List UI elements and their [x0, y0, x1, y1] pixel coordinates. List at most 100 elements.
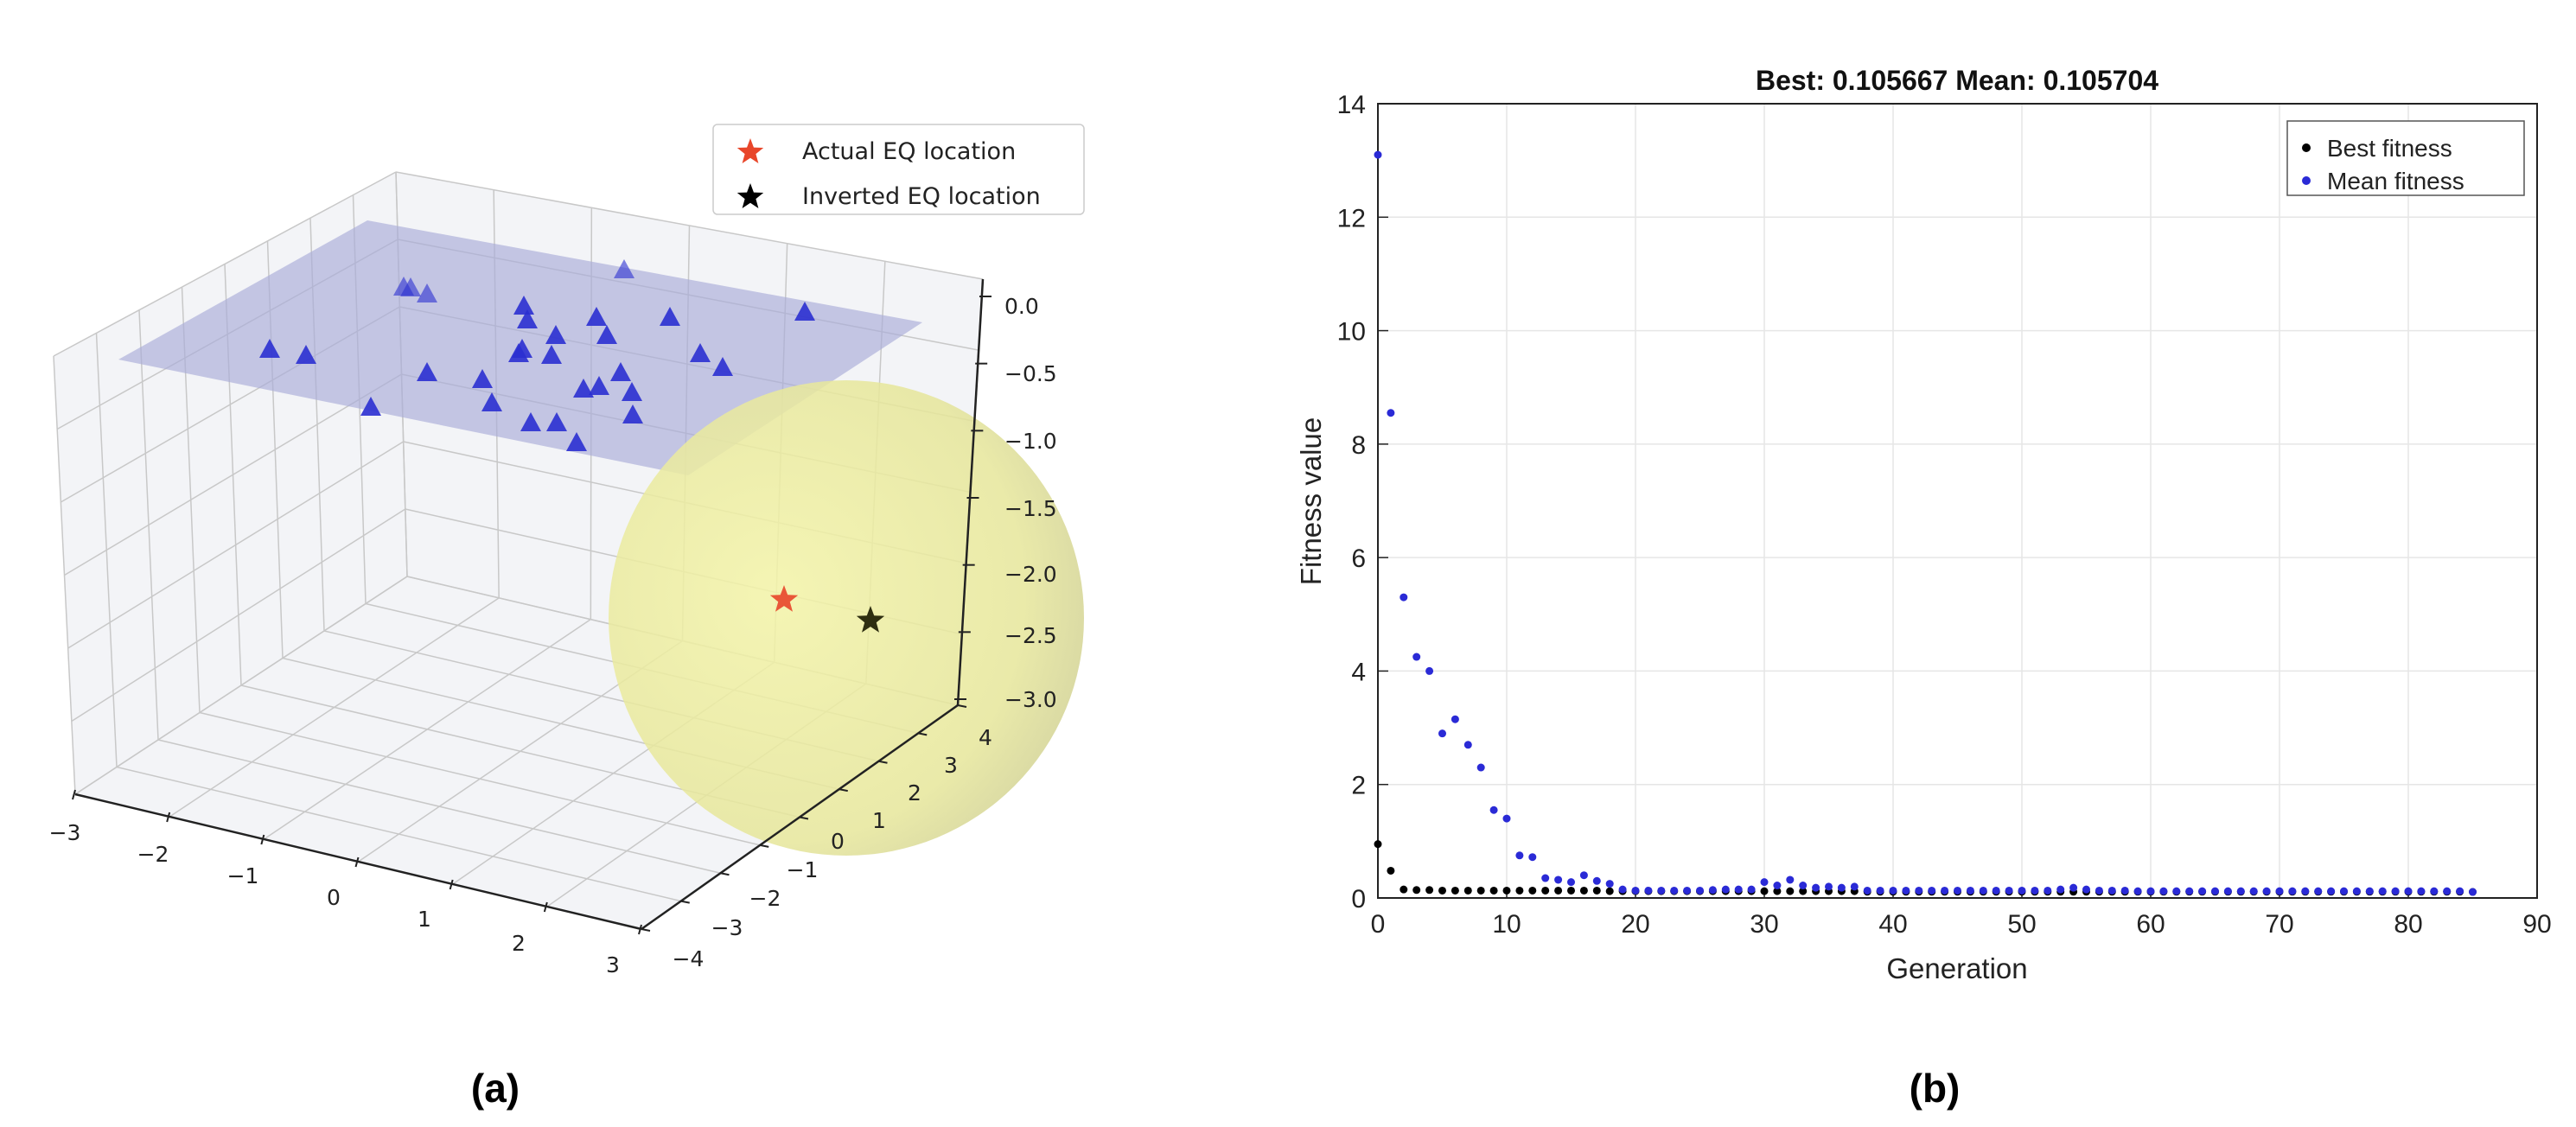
- best-fitness-point: [2236, 888, 2245, 896]
- x-tick-label: 40: [1878, 910, 1907, 939]
- mean-fitness-point: [1489, 805, 1498, 814]
- best-fitness-point: [2159, 888, 2168, 896]
- best-fitness-point: [2095, 888, 2103, 896]
- station-marker: [545, 325, 566, 344]
- z-tick-label: −2.5: [1004, 623, 1057, 648]
- station-marker: [360, 397, 381, 416]
- station-marker: [573, 379, 594, 398]
- best-fitness-point: [1515, 886, 1524, 895]
- z-tick-label: −2.0: [1004, 562, 1057, 587]
- mean-fitness-point: [1618, 885, 1627, 894]
- best-fitness-point: [1476, 886, 1485, 895]
- station-marker: [508, 343, 529, 362]
- best-fitness-point: [1400, 885, 1408, 894]
- y-axis-label: Fitness value: [1295, 417, 1327, 585]
- best-fitness-point: [1863, 888, 1871, 896]
- mean-fitness-point: [2146, 887, 2155, 895]
- best-fitness-point: [1954, 888, 1961, 896]
- best-fitness-point: [2314, 888, 2323, 896]
- mean-fitness-point: [2301, 887, 2310, 895]
- mean-fitness-point: [2378, 887, 2387, 895]
- best-fitness-point: [2340, 888, 2348, 896]
- mean-fitness-point: [1708, 886, 1717, 895]
- best-fitness-point: [1902, 888, 1910, 896]
- x-tick-label: 20: [1621, 910, 1649, 939]
- x-tick: [72, 789, 76, 800]
- mean-fitness-point: [1812, 883, 1820, 892]
- best-fitness-point: [2327, 888, 2336, 896]
- station-marker: [660, 307, 680, 326]
- best-fitness-point: [1734, 887, 1743, 895]
- best-fitness-point: [1592, 886, 1601, 895]
- best-fitness-point: [1760, 887, 1769, 895]
- mean-fitness-point: [2133, 887, 2142, 895]
- best-fitness-point: [1644, 887, 1653, 895]
- mean-fitness-point: [2391, 887, 2400, 895]
- station-marker: [596, 325, 617, 344]
- x-tick-label: 3: [606, 952, 620, 977]
- legend-label: Best fitness: [2327, 135, 2452, 162]
- best-fitness-point: [1579, 886, 1588, 895]
- mean-fitness-point: [2469, 888, 2477, 896]
- station-marker: [259, 339, 280, 358]
- x-axis-line: [74, 793, 642, 931]
- best-fitness-point: [2378, 888, 2387, 896]
- best-fitness-point: [1567, 886, 1575, 895]
- x-axis-label: Generation: [1886, 952, 2027, 984]
- mean-fitness-point: [2082, 885, 2090, 894]
- best-fitness-point: [2211, 888, 2219, 896]
- mean-fitness-point: [2288, 887, 2297, 895]
- y-tick-label: 1: [872, 808, 886, 833]
- mean-fitness-point: [1579, 871, 1588, 880]
- best-fitness-point: [2044, 888, 2052, 896]
- best-fitness-point: [1812, 887, 1820, 895]
- best-fitness-point: [2417, 888, 2426, 896]
- mean-fitness-point: [2443, 887, 2452, 895]
- mean-fitness-point: [2236, 887, 2245, 895]
- station-marker: [712, 357, 733, 376]
- station-marker: [541, 345, 562, 364]
- mean-fitness-point: [2095, 886, 2103, 895]
- best-fitness-point: [1631, 887, 1640, 895]
- x-tick-label: 2: [512, 931, 526, 956]
- best-fitness-point: [2365, 888, 2374, 896]
- mean-fitness-point: [1747, 885, 1756, 894]
- mean-fitness-point: [2262, 887, 2271, 895]
- best-fitness-point: [2352, 888, 2361, 896]
- best-fitness-point: [1708, 887, 1717, 895]
- y-tick-label: −4: [673, 946, 705, 971]
- best-fitness-point: [1412, 886, 1421, 895]
- best-fitness-point: [1979, 888, 1987, 896]
- best-fitness-point: [2469, 888, 2477, 896]
- mean-fitness-point: [1670, 886, 1679, 895]
- z-tick-label: −3.0: [1004, 687, 1057, 712]
- mean-fitness-point: [1463, 741, 1472, 749]
- station-marker: [417, 362, 437, 381]
- best-fitness-point: [1721, 887, 1730, 895]
- mean-fitness-point: [1541, 874, 1550, 882]
- x-tick-label: 0: [327, 885, 341, 910]
- best-fitness-point: [2120, 888, 2129, 896]
- x-tick-label: 90: [2522, 910, 2551, 939]
- best-fitness-point: [1966, 888, 1974, 896]
- best-fitness-point: [2018, 888, 2026, 896]
- station-marker: [586, 307, 607, 326]
- y-tick-label: 6: [1351, 544, 1366, 573]
- mean-fitness-point: [2044, 886, 2052, 895]
- y-tick: [957, 704, 967, 708]
- x-tick-label: 30: [1750, 910, 1778, 939]
- mean-fitness-point: [1850, 882, 1859, 891]
- z-tick-label: −1.5: [1004, 496, 1057, 521]
- mean-fitness-point: [2120, 886, 2129, 895]
- mean-fitness-point: [1992, 886, 2000, 895]
- y-tick-label: 4: [1351, 658, 1366, 686]
- x-tick-label: 60: [2136, 910, 2165, 939]
- mean-fitness-point: [1502, 814, 1511, 823]
- best-fitness-point: [1696, 887, 1704, 895]
- best-fitness-point: [2249, 888, 2258, 896]
- y-tick-label: 0: [831, 829, 845, 854]
- mean-fitness-point: [1954, 886, 1961, 895]
- mean-fitness-point: [2056, 885, 2065, 894]
- mean-fitness-point: [1928, 886, 1936, 895]
